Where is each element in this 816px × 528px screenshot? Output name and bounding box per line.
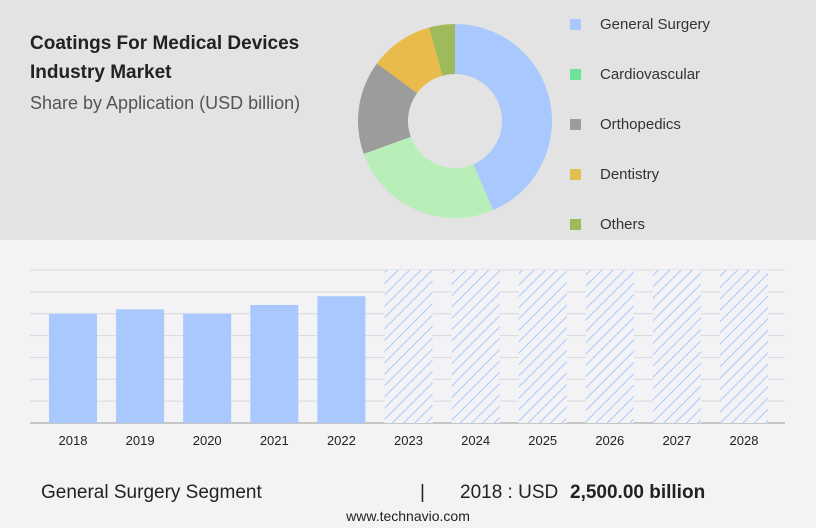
bar-2020 [183, 313, 232, 423]
chart-title: Coatings For Medical Devices [30, 33, 300, 54]
donut-slice-4 [429, 24, 455, 76]
forecast-bar-2026 [585, 270, 634, 423]
forecast-bar-2027 [652, 270, 701, 423]
footer-year: 2018 : USD [460, 482, 559, 503]
legend-swatch [570, 19, 581, 30]
x-tick-label: 2021 [260, 433, 289, 448]
x-tick-label: 2020 [193, 433, 222, 448]
source-url: www.technavio.com [346, 508, 470, 524]
legend-label: Orthopedics [600, 116, 681, 133]
x-tick-label: 2019 [126, 433, 155, 448]
x-tick-label: 2018 [59, 433, 88, 448]
bar-2021 [250, 304, 299, 423]
x-tick-label: 2025 [528, 433, 557, 448]
forecast-bar-2028 [720, 270, 768, 423]
legend-swatch [570, 69, 581, 80]
forecast-bar-2023 [384, 270, 433, 423]
legend-label: General Surgery [600, 16, 711, 33]
legend-item: Others [570, 216, 645, 233]
legend-item: Dentistry [570, 166, 659, 183]
donut-slice-0 [455, 24, 552, 211]
footer-divider: | [420, 482, 425, 503]
donut-slice-3 [376, 27, 443, 94]
x-tick-label: 2028 [730, 433, 759, 448]
donut-slice-2 [357, 63, 418, 154]
forecast-bar-2024 [451, 270, 500, 423]
legend-item: Cardiovascular [570, 66, 700, 83]
x-tick-label: 2027 [662, 433, 691, 448]
legend-swatch [570, 219, 581, 230]
bar-2018 [49, 313, 97, 423]
legend-label: Cardiovascular [600, 66, 701, 83]
x-tick-label: 2022 [327, 433, 356, 448]
bar-2022 [317, 296, 366, 423]
x-tick-label: 2023 [394, 433, 423, 448]
legend-label: Dentistry [600, 166, 660, 183]
donut-slice-1 [363, 136, 493, 218]
footer-value: 2,500.00 billion [570, 482, 706, 503]
footer-segment: General Surgery Segment [41, 482, 262, 503]
x-tick-label: 2026 [595, 433, 624, 448]
bar-2019 [116, 309, 165, 423]
forecast-bar-2025 [518, 270, 567, 423]
legend-swatch [570, 119, 581, 130]
chart-title-line2: Industry Market [30, 62, 172, 83]
x-tick-label: 2024 [461, 433, 490, 448]
legend-item: Orthopedics [570, 116, 681, 133]
chart-subtitle: Share by Application (USD billion) [30, 93, 301, 113]
legend-item: General Surgery [570, 16, 710, 33]
legend-swatch [570, 169, 581, 180]
legend-label: Others [600, 216, 646, 233]
